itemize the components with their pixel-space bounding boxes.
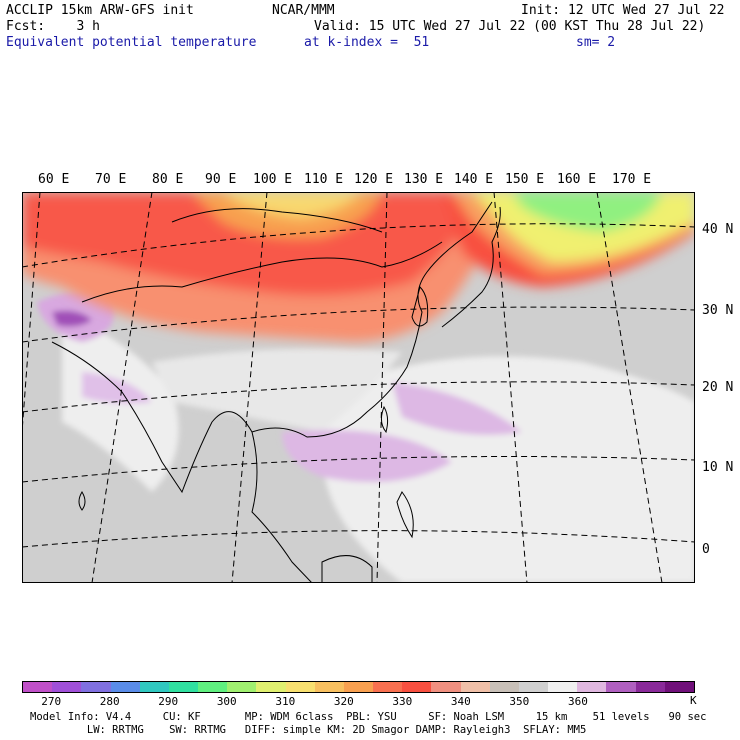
lat-20n (22, 381, 695, 413)
sri-lanka (78, 491, 86, 511)
longitude-label: 90 E (205, 172, 237, 187)
colorbar-segment (314, 682, 344, 692)
colorbar-tick-label: 270 (41, 695, 62, 708)
longitude-label: 80 E (152, 172, 184, 187)
colorbar-segment (635, 682, 665, 692)
yellow-mongolia (222, 192, 362, 218)
lat-30n (22, 306, 695, 343)
lat-40n (22, 223, 695, 268)
longitude-label: 100 E (253, 172, 293, 187)
purple-tibet-dark (52, 310, 92, 327)
coastlines (51, 201, 501, 583)
colorbar-segment (460, 682, 490, 692)
lat-0 (22, 530, 695, 548)
colorbar-segment (23, 682, 53, 692)
graticule (22, 192, 695, 583)
latitude-label: 10 N (702, 460, 734, 475)
colorbar-tick-label: 340 (450, 695, 471, 708)
philippines (396, 491, 414, 539)
purple-india (82, 372, 152, 404)
colorbar-segment (198, 682, 228, 692)
mongolia-border (171, 208, 383, 233)
lat-10n (22, 455, 695, 483)
colorbar (22, 681, 695, 693)
organization: NCAR/MMM (272, 3, 335, 18)
longitude-label: 110 E (304, 172, 344, 187)
taiwan (380, 405, 389, 434)
longitude-label: 130 E (404, 172, 444, 187)
colorbar-segment (285, 682, 315, 692)
colorbar-tick-label: 280 (99, 695, 120, 708)
field-name: Equivalent potential temperature (6, 35, 257, 50)
asia-coast (51, 201, 493, 583)
longitude-label: 150 E (505, 172, 545, 187)
smoothing: sm= 2 (576, 35, 616, 50)
lon-160e (596, 192, 663, 583)
model-title: ACCLIP 15km ARW-GFS init (6, 3, 194, 18)
colorbar-segment (373, 682, 403, 692)
latitude-label: 40 N (702, 222, 734, 237)
colorbar-tick-label: 310 (275, 695, 296, 708)
latitude-label: 30 N (702, 303, 734, 318)
colorbar-tick-label: 300 (216, 695, 237, 708)
longitude-label: 70 E (95, 172, 127, 187)
colorbar-segment (518, 682, 549, 692)
lon-100e (231, 192, 268, 583)
colorbar-segment (489, 682, 519, 692)
light-china-field (152, 348, 402, 432)
latitude-label: 0 (702, 542, 710, 557)
colorbar-tick-label: 330 (392, 695, 413, 708)
colorbar-segment (81, 682, 111, 692)
colorbar-segment (139, 682, 169, 692)
purple-pacific (282, 430, 452, 482)
longitude-label: 140 E (454, 172, 494, 187)
borneo (321, 555, 373, 583)
init-time: Init: 12 UTC Wed 27 Jul 22 (521, 3, 725, 18)
japan (441, 206, 501, 328)
colorbar-segment (431, 682, 461, 692)
colorbar-segment (606, 682, 636, 692)
colorbar-segment (110, 682, 140, 692)
longitude-label: 160 E (557, 172, 597, 187)
colorbar-tick-label: 350 (509, 695, 530, 708)
korea (411, 286, 429, 327)
model-info-line1: Model Info: V4.4 CU: KF MP: WDM 6class P… (30, 711, 707, 723)
theta-e-map (22, 192, 695, 583)
colorbar-segment (168, 682, 199, 692)
longitude-label: 170 E (612, 172, 652, 187)
longitude-label: 120 E (354, 172, 394, 187)
colorbar-segment (577, 682, 607, 692)
lon-120e (376, 192, 388, 583)
valid-time: Valid: 15 UTC Wed 27 Jul 22 (00 KST Thu … (314, 19, 706, 34)
purple-band (392, 382, 522, 435)
lon-140e (493, 192, 528, 583)
colorbar-segment (548, 682, 578, 692)
map-frame (22, 192, 695, 583)
forecast-hour: Fcst: 3 h (6, 19, 100, 34)
colorbar-tick-label: 290 (158, 695, 179, 708)
model-info-line2: LW: RRTMG SW: RRTMG DIFF: simple KM: 2D … (30, 724, 587, 736)
china-border (81, 241, 443, 303)
lon-80e (91, 192, 153, 583)
level-index: at k-index = 51 (304, 35, 430, 50)
colorbar-segment (227, 682, 257, 692)
colorbar-segment (52, 682, 82, 692)
colorbar-unit: K (690, 694, 697, 707)
colorbar-segment (402, 682, 432, 692)
colorbar-segment (256, 682, 286, 692)
colorbar-tick-label: 360 (567, 695, 588, 708)
red-north (22, 192, 482, 296)
colorbar-segment (343, 682, 374, 692)
lon-60e (22, 192, 41, 433)
colorbar-tick-label: 320 (333, 695, 354, 708)
latitude-label: 20 N (702, 380, 734, 395)
green-nw-pacific (512, 192, 662, 232)
longitude-label: 60 E (38, 172, 70, 187)
colorbar-segment (664, 682, 694, 692)
